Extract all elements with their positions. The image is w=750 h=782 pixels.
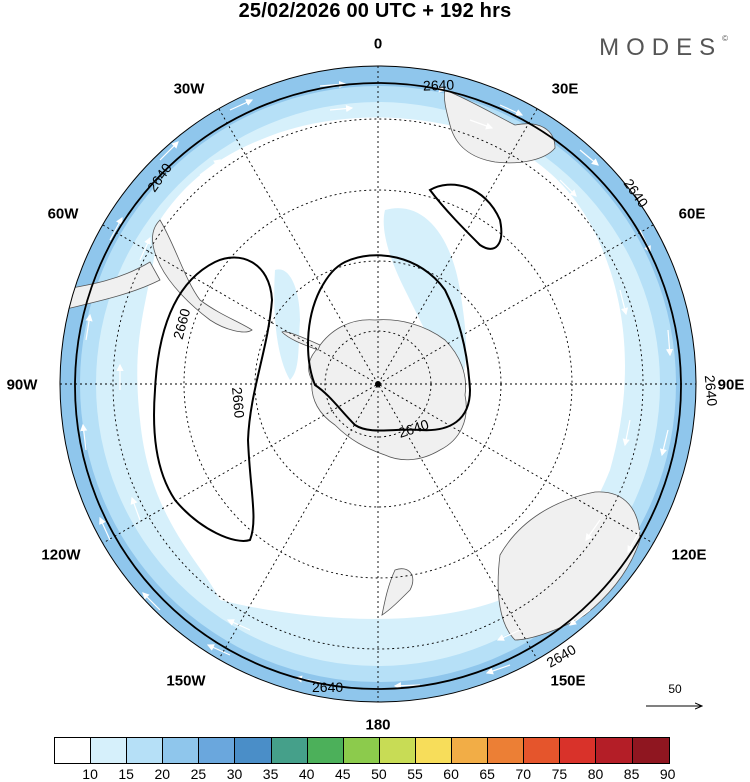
contour-2640-outer [74, 82, 682, 690]
brand-copyright: © [722, 34, 728, 43]
colorbar-swatch [452, 738, 489, 763]
contour-label: 2640 [423, 77, 455, 94]
africa [443, 89, 556, 164]
colorbar-tick-label: 65 [479, 766, 495, 782]
lon-label-180: 180 [365, 716, 391, 734]
wind-patch [274, 269, 300, 380]
australia [497, 491, 641, 641]
contour-2640-closed [428, 183, 503, 250]
south-pole-marker [375, 381, 381, 387]
colorbar-swatch [632, 738, 669, 763]
height-contours [74, 82, 682, 690]
colorbar-tick-label: 25 [190, 766, 207, 782]
colorbar-swatch [199, 738, 236, 763]
antarctica [308, 319, 467, 461]
colorbar-tick-label: 75 [551, 766, 568, 782]
colorbar-tick-label: 40 [298, 766, 315, 782]
contour-label: 2660 [170, 307, 194, 341]
lon-label-30e: 30E [551, 80, 579, 98]
lon-label-60e: 60E [678, 205, 706, 223]
lon-label-90e: 90E [717, 376, 745, 394]
south-america [152, 219, 253, 333]
lon-label-30w: 30W [173, 80, 205, 98]
contour-label: 2640 [312, 679, 343, 695]
colorbar-swatch [415, 738, 453, 763]
colorbar-labels: 10 15 20 25 30 35 40 45 50 55 60 65 70 75 80 85 90 [54, 766, 704, 782]
colorbar [54, 737, 670, 764]
colorbar-tick-label: 80 [587, 766, 604, 782]
colorbar-swatch [163, 738, 200, 763]
new-zealand [381, 568, 414, 616]
colorbar-swatch [127, 738, 164, 763]
contour-label: 2640 [702, 374, 721, 407]
colorbar-swatch [343, 738, 380, 763]
colorbar-swatch [235, 738, 272, 763]
colorbar-tick-label: 55 [407, 766, 423, 782]
modes-logo: MODES© [599, 34, 728, 62]
colorbar-tick-label: 85 [623, 766, 640, 782]
reference-vector-label: 50 [668, 682, 682, 696]
colorbar-tick-label: 15 [118, 766, 134, 782]
colorbar-tick-label: 60 [443, 766, 459, 782]
contour-label: 2660 [229, 386, 248, 419]
colorbar-swatch [307, 738, 344, 763]
graticule [60, 66, 696, 702]
contour-2660-closed [153, 256, 274, 542]
lon-label-90w: 90W [6, 376, 38, 394]
antarctic-peninsula [281, 331, 321, 351]
lon-label-150w: 150W [166, 672, 206, 690]
lon-label-120w: 120W [41, 546, 81, 564]
land-masses [60, 89, 641, 641]
south-america-north [60, 261, 161, 311]
colorbar-tick-label: 90 [659, 766, 676, 782]
colorbar-swatch [488, 738, 525, 763]
colorbar-swatch [596, 738, 633, 763]
colorbar-swatch [271, 738, 308, 763]
colorbar-tick-label: 20 [154, 766, 171, 782]
colorbar-swatch [560, 738, 597, 763]
colorbar-swatch [379, 738, 416, 763]
contour-2640-pole [307, 254, 472, 432]
lon-label-60w: 60W [47, 205, 79, 223]
colorbar-swatch [55, 738, 92, 763]
reference-vector: 50 [640, 680, 710, 720]
reference-arrow-icon [646, 680, 710, 720]
colorbar-tick-label: 70 [515, 766, 532, 782]
colorbar-swatch [524, 738, 561, 763]
map-border [59, 65, 697, 703]
colorbar-tick-label: 10 [82, 766, 98, 782]
colorbar-tick-label: 50 [371, 766, 387, 782]
map-title: 25/02/2026 00 UTC + 192 hrs [238, 0, 512, 22]
colorbar-swatch [91, 738, 128, 763]
lon-label-120e: 120E [671, 546, 707, 564]
colorbar-tick-label: 35 [262, 766, 279, 782]
lon-label-150e: 150E [550, 672, 586, 690]
colorbar-tick-label: 45 [335, 766, 351, 782]
lon-label-0: 0 [373, 35, 383, 53]
brand-text: MODES [599, 34, 723, 61]
colorbar-tick-label: 30 [226, 766, 243, 782]
